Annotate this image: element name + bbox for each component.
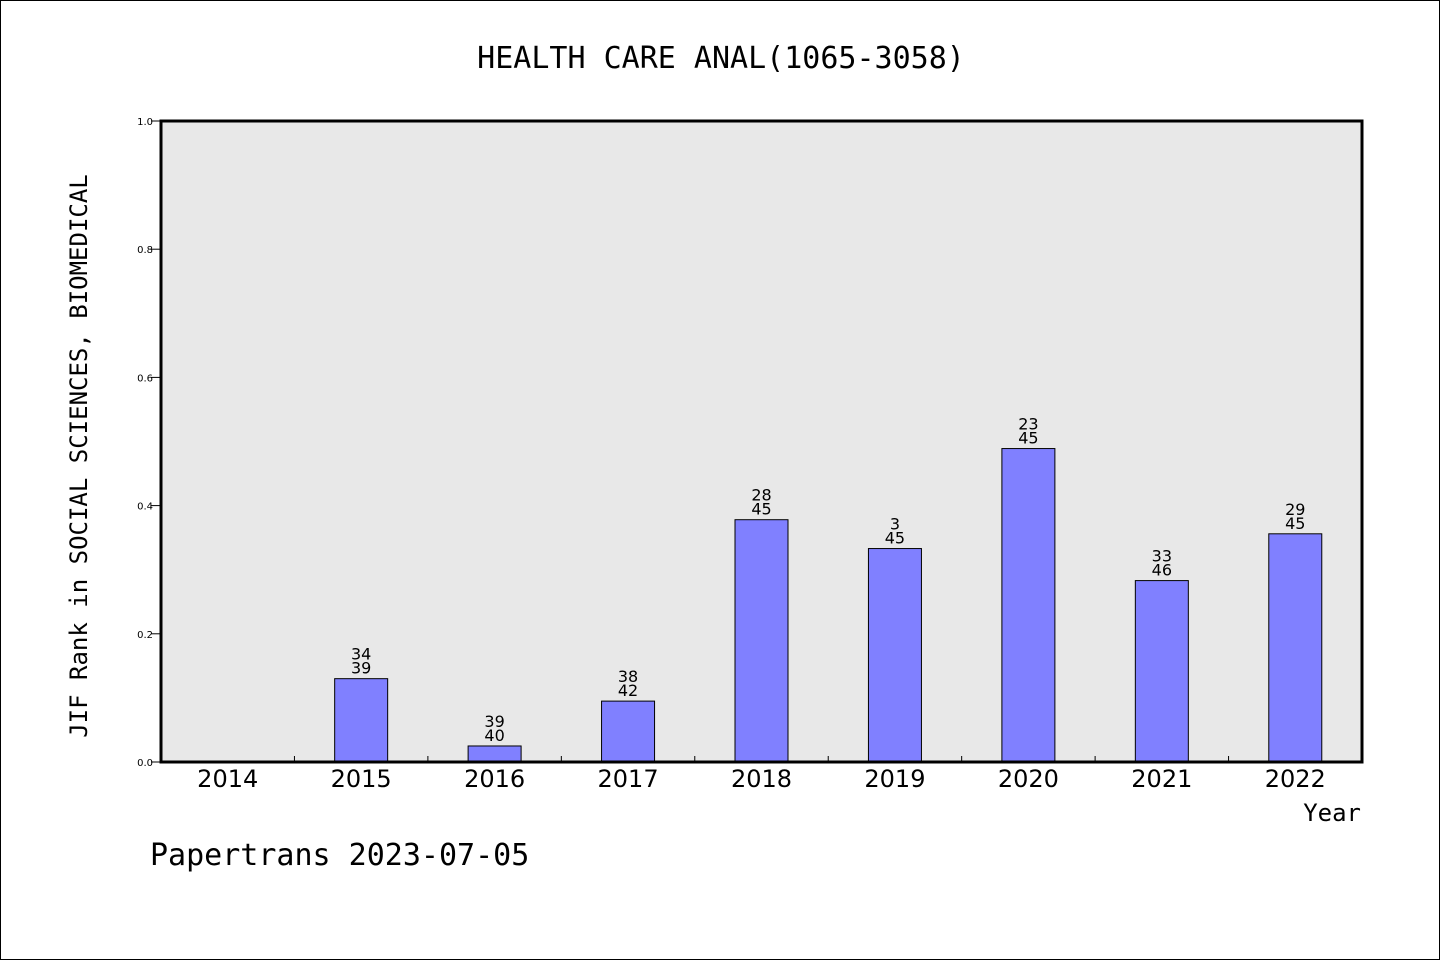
chart-title: HEALTH CARE ANAL(1065-3058) xyxy=(477,41,965,76)
x-tick-label: 2017 xyxy=(598,765,659,793)
bar-total-label: 42 xyxy=(618,681,638,700)
bar-total-label: 45 xyxy=(1285,514,1305,533)
bar xyxy=(1134,580,1189,763)
y-tick-label: 0.2 xyxy=(137,630,153,641)
bar-rank-label: 34 xyxy=(351,645,371,664)
bar xyxy=(867,548,922,763)
bar-total-label: 46 xyxy=(1152,561,1172,580)
bar-rank-label: 39 xyxy=(484,712,504,731)
bars-layer xyxy=(334,448,1323,763)
x-axis: 2014 2015 2016 2017 2018 2019 2020 2021 2022 xyxy=(197,756,1326,793)
x-tick-label: 2020 xyxy=(998,765,1059,793)
x-tick-label: 2015 xyxy=(331,765,392,793)
y-tick-label: 1.0 xyxy=(137,117,153,128)
bar xyxy=(734,519,789,763)
bar-total-label: 40 xyxy=(484,726,504,745)
bar xyxy=(601,700,656,763)
bar-total-label: 45 xyxy=(751,500,771,519)
x-tick-label: 2016 xyxy=(464,765,525,793)
bar-total-label: 45 xyxy=(1018,429,1038,448)
x-tick-label: 2014 xyxy=(197,765,258,793)
y-axis-label: JIF Rank in SOCIAL SCIENCES, BIOMEDICAL xyxy=(65,174,93,738)
bar-rank-label: 28 xyxy=(751,486,771,505)
x-tick-label: 2021 xyxy=(1131,765,1192,793)
bar-rank-label: 38 xyxy=(618,667,638,686)
bar-rank-label: 3 xyxy=(890,515,900,534)
bar xyxy=(467,745,522,763)
bar-total-label: 45 xyxy=(885,529,905,548)
bar xyxy=(334,678,389,763)
y-tick-label: 0.0 xyxy=(137,758,153,769)
y-tick-label: 0.6 xyxy=(137,373,153,384)
bar xyxy=(1268,533,1323,763)
x-tick-label: 2019 xyxy=(864,765,925,793)
y-tick-label: 0.8 xyxy=(137,245,153,256)
y-tick-label: 0.4 xyxy=(137,502,153,513)
plot-frame xyxy=(159,119,1364,764)
bar-rank-label: 33 xyxy=(1152,547,1172,566)
y-axis: 0.0 0.2 0.4 0.6 0.8 1.0 xyxy=(137,117,161,769)
bar-total-label: 39 xyxy=(351,659,371,678)
bar-rank-label: 23 xyxy=(1018,415,1038,434)
x-tick-label: 2022 xyxy=(1265,765,1326,793)
x-tick-label: 2018 xyxy=(731,765,792,793)
bar-rank-label: 29 xyxy=(1285,500,1305,519)
footer-text: Papertrans 2023-07-05 xyxy=(150,838,529,873)
x-axis-label: Year xyxy=(1303,799,1361,827)
bar xyxy=(1001,448,1056,763)
